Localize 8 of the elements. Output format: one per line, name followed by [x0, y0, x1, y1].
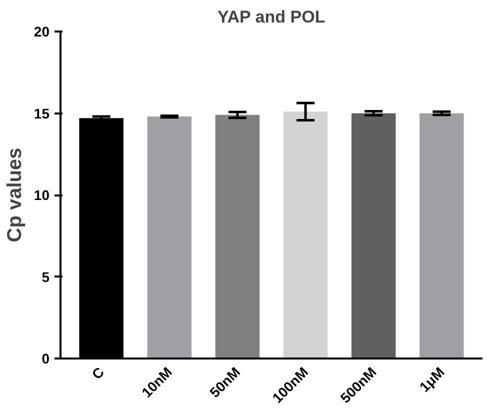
chart-title: YAP and POL	[217, 8, 326, 26]
x-tick-label: C	[88, 364, 108, 382]
y-tick-label: 20	[34, 24, 50, 40]
y-tick-label: 10	[34, 187, 50, 203]
y-tick-label: 0	[42, 350, 50, 366]
y-tick-label: 5	[42, 268, 50, 285]
y-axis-title: Cp values	[4, 148, 26, 242]
y-tick-label: 15	[34, 105, 50, 122]
